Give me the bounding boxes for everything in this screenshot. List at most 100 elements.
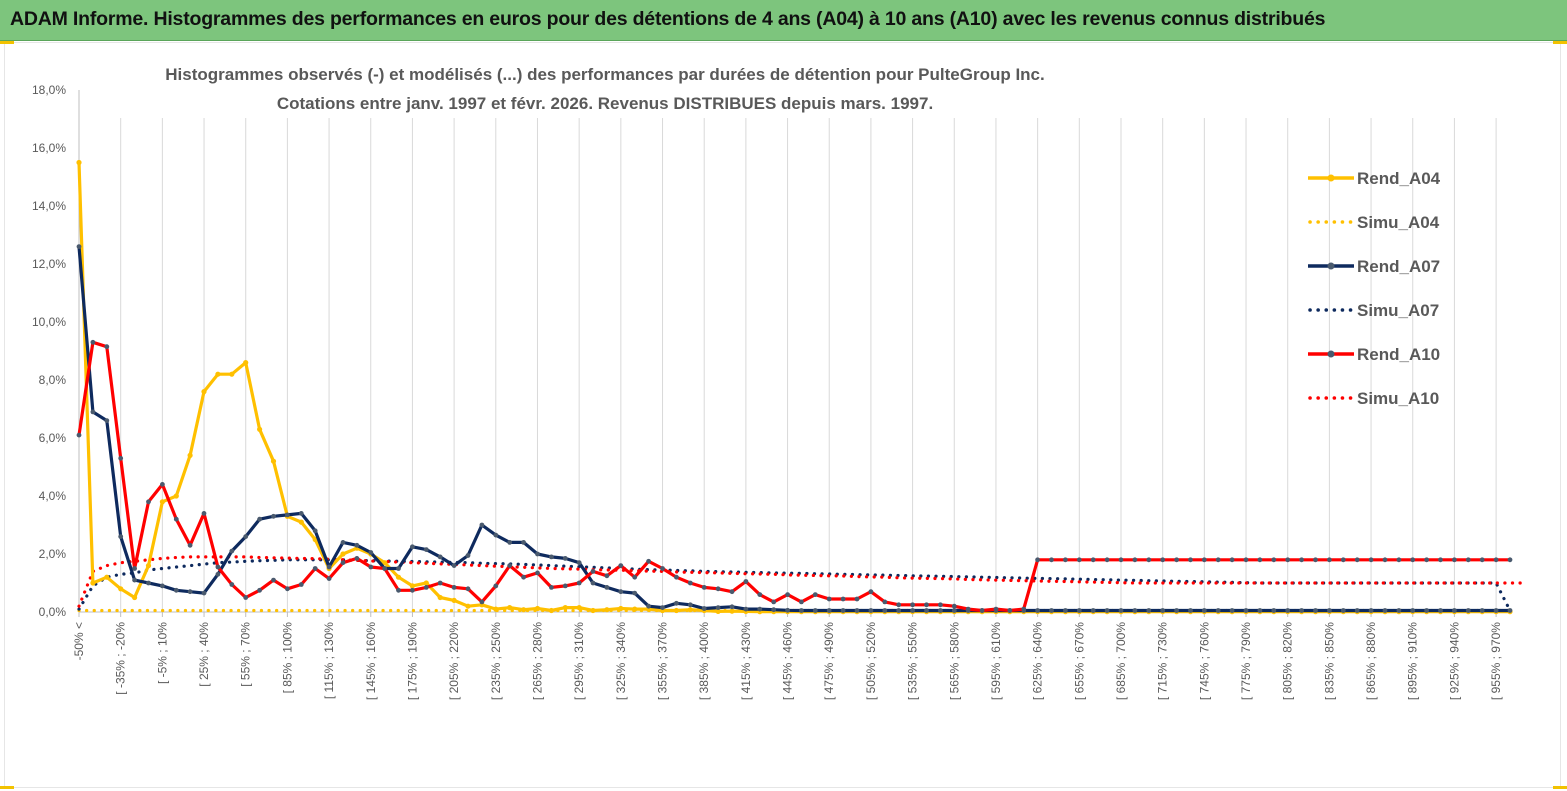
data-point-rend-a10 (257, 587, 262, 593)
x-tick-label: [ 685% ; 700% (1114, 622, 1128, 700)
data-point-rend-a10 (507, 563, 513, 568)
legend-marker-rend-a07 (1327, 262, 1335, 270)
data-point-rend-a04 (298, 519, 304, 525)
data-point-rend-a10 (562, 583, 568, 589)
data-point-rend-a07 (410, 544, 415, 550)
data-point-rend-a07 (1160, 608, 1166, 613)
data-point-rend-a07 (799, 608, 804, 613)
data-point-rend-a10 (1507, 557, 1513, 563)
x-tick-label: [ 595% ; 610% (989, 622, 1003, 700)
data-point-rend-a07 (201, 590, 207, 596)
data-point-rend-a10 (965, 606, 971, 612)
data-point-rend-a10 (1438, 557, 1443, 563)
data-point-rend-a07 (1243, 608, 1249, 613)
data-point-rend-a07 (90, 409, 96, 415)
data-point-rend-a07 (1507, 608, 1513, 613)
data-point-rend-a07 (924, 608, 929, 613)
data-point-rend-a04 (687, 607, 693, 613)
data-point-rend-a10 (521, 574, 526, 580)
data-point-rend-a10 (896, 602, 902, 608)
y-tick-label: 12,0% (32, 257, 66, 271)
data-point-rend-a07 (1132, 608, 1138, 613)
x-tick-label: [ 235% ; 250% (489, 622, 503, 700)
data-point-rend-a07 (1424, 608, 1429, 613)
data-point-rend-a07 (271, 513, 276, 519)
data-point-rend-a04 (465, 603, 471, 609)
data-point-rend-a10 (715, 586, 721, 592)
data-point-rend-a10 (243, 595, 249, 600)
data-point-rend-a10 (1063, 557, 1068, 563)
data-point-rend-a07 (743, 606, 749, 612)
data-point-rend-a07 (215, 571, 221, 577)
data-point-rend-a07 (868, 608, 874, 613)
data-point-rend-a04 (270, 458, 277, 464)
data-point-rend-a07 (1201, 608, 1207, 613)
data-point-rend-a07 (146, 580, 151, 586)
data-point-rend-a07 (1410, 608, 1416, 613)
data-point-rend-a10 (687, 580, 693, 586)
data-point-rend-a07 (660, 605, 665, 610)
data-point-rend-a04 (104, 574, 110, 580)
x-tick-label: -50% < (72, 622, 86, 660)
x-tick-label: [ 505% ; 520% (864, 622, 878, 700)
data-point-rend-a04 (548, 607, 555, 614)
data-point-rend-a07 (1327, 608, 1332, 613)
data-point-rend-a07 (437, 554, 443, 560)
legend-marker-rend-a04 (1327, 174, 1335, 182)
data-point-rend-a10 (118, 455, 124, 461)
data-point-rend-a10 (1271, 557, 1277, 563)
data-point-rend-a07 (1285, 608, 1291, 613)
x-tick-label: [ 925% ; 940% (1447, 622, 1461, 700)
data-point-rend-a10 (1354, 557, 1360, 563)
data-point-rend-a07 (938, 608, 943, 613)
data-point-rend-a10 (76, 432, 82, 438)
data-point-rend-a07 (1076, 608, 1082, 613)
data-point-rend-a04 (257, 426, 263, 432)
data-point-rend-a10 (1382, 557, 1388, 563)
corner-mark-bottom-right (1553, 786, 1567, 789)
data-point-rend-a10 (271, 577, 276, 583)
x-tick-label: [ 625% ; 640% (1031, 622, 1045, 700)
axes: 0,0% 2,0% 4,0% 6,0% 8,0% 10,0% 12,0% 14,0% 16,0%… (32, 83, 1510, 700)
data-point-rend-a07 (1382, 608, 1388, 613)
data-point-rend-a07 (882, 608, 888, 613)
y-tick-label: 4,0% (39, 489, 67, 503)
data-point-rend-a10 (1243, 557, 1249, 563)
data-point-rend-a10 (298, 582, 304, 587)
series-line-rend-a10 (77, 340, 1510, 613)
data-point-rend-a10 (451, 585, 457, 590)
x-tick-label: [ 205% ; 220% (447, 622, 461, 700)
data-point-rend-a10 (285, 586, 290, 592)
data-point-rend-a10 (576, 580, 582, 586)
data-point-rend-a10 (1493, 557, 1499, 563)
data-point-rend-a10 (535, 570, 540, 576)
data-point-rend-a07 (1229, 608, 1235, 613)
series-lines (76, 159, 1526, 615)
data-point-rend-a10 (632, 574, 638, 580)
data-point-rend-a10 (479, 599, 485, 605)
data-point-rend-a07 (854, 608, 860, 613)
data-point-rend-a10 (1174, 557, 1179, 563)
data-point-rend-a07 (1313, 608, 1318, 613)
data-point-rend-a07 (1104, 608, 1110, 613)
data-point-rend-a04 (562, 605, 568, 611)
data-point-rend-a10 (854, 596, 860, 602)
data-point-rend-a10 (437, 580, 443, 586)
x-tick-label: [ 385% ; 400% (697, 622, 711, 700)
data-point-rend-a10 (1007, 608, 1013, 613)
data-point-rend-a10 (674, 574, 679, 580)
data-point-rend-a10 (1410, 557, 1416, 563)
data-point-rend-a10 (1035, 557, 1040, 563)
data-point-rend-a07 (132, 577, 138, 583)
data-point-rend-a04 (215, 371, 221, 377)
data-point-rend-a10 (701, 585, 707, 590)
data-point-rend-a10 (743, 579, 749, 584)
corner-mark-bottom-left (0, 786, 14, 789)
data-point-rend-a04 (187, 452, 193, 458)
data-point-rend-a07 (910, 608, 915, 613)
x-tick-label: [ 145% ; 160% (364, 622, 378, 700)
gridlines (78, 118, 1497, 612)
x-tick-label: [ 325% ; 340% (614, 622, 628, 700)
data-point-rend-a10 (799, 599, 804, 605)
